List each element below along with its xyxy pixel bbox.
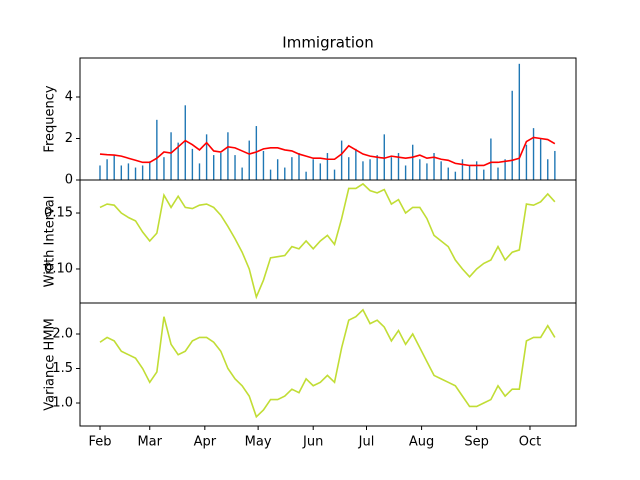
- line: [99, 182, 556, 300]
- bar: [376, 155, 378, 180]
- bar: [390, 157, 393, 180]
- bar: [213, 155, 215, 180]
- bar: [518, 63, 521, 180]
- bar: [497, 167, 499, 180]
- bar: [319, 163, 322, 180]
- x-tick-label: Apr: [194, 435, 217, 450]
- bar: [220, 153, 222, 180]
- bar: [184, 105, 186, 180]
- bar: [539, 138, 542, 180]
- bar: [241, 167, 243, 180]
- y-tick-label: 0.15: [44, 206, 73, 221]
- bar: [248, 140, 250, 180]
- bar: [362, 161, 364, 180]
- bar: [127, 163, 130, 180]
- y-tick-label: 4: [65, 90, 73, 105]
- bar: [198, 163, 201, 180]
- bar: [333, 169, 336, 180]
- bar: [440, 161, 442, 180]
- bar: [483, 169, 485, 180]
- bar: [134, 167, 137, 180]
- bar: [269, 169, 272, 180]
- bar: [156, 119, 158, 180]
- line: [99, 136, 556, 167]
- y-tick-label: 1.5: [52, 361, 73, 376]
- bar: [177, 142, 179, 180]
- bar: [298, 153, 300, 180]
- bar: [547, 159, 549, 180]
- y-axis-label: Variance HMM: [43, 318, 58, 411]
- y-axis-label: Width Interval: [43, 196, 58, 288]
- bar: [262, 150, 265, 180]
- x-tick-label: Sep: [464, 435, 489, 450]
- bar: [284, 167, 286, 180]
- bar: [348, 157, 350, 180]
- x-tick-label: Oct: [519, 435, 541, 450]
- y-tick-label: 0.10: [44, 261, 73, 276]
- chart-title: Immigration: [282, 34, 373, 52]
- bar: [468, 165, 471, 180]
- x-tick-label: Mar: [137, 435, 162, 450]
- bar: [120, 165, 123, 180]
- bar: [490, 138, 492, 180]
- bar: [532, 128, 535, 180]
- bar: [475, 161, 478, 180]
- bar: [554, 150, 556, 180]
- bar: [106, 159, 108, 180]
- line: [99, 308, 556, 419]
- bar: [511, 90, 513, 180]
- x-tick-label: Aug: [409, 435, 434, 450]
- bar: [312, 159, 314, 180]
- bar: [305, 171, 307, 180]
- bar: [355, 148, 357, 180]
- bar: [291, 157, 293, 180]
- x-tick-label: Jun: [302, 435, 323, 450]
- bar: [227, 132, 229, 180]
- bar: [255, 126, 258, 180]
- bar: [163, 157, 165, 180]
- bar: [170, 132, 172, 180]
- bar: [397, 153, 400, 180]
- x-tick-label: Jul: [358, 435, 375, 450]
- bar: [433, 153, 435, 180]
- bar: [276, 159, 279, 180]
- bar: [234, 155, 236, 180]
- y-tick-label: 2.0: [52, 326, 73, 341]
- bar: [326, 153, 329, 180]
- panel-frame: [79, 302, 577, 427]
- x-tick-label: Feb: [88, 435, 111, 450]
- bar: [419, 159, 421, 180]
- bar: [340, 140, 343, 180]
- bar: [113, 155, 115, 180]
- bar: [141, 165, 144, 180]
- bar: [99, 165, 101, 180]
- y-tick-label: 0: [65, 173, 73, 188]
- bar: [369, 159, 371, 180]
- x-tick-label: May: [245, 435, 272, 450]
- bar: [191, 148, 194, 180]
- bar: [461, 159, 464, 180]
- bar: [454, 171, 457, 180]
- y-tick-label: 1.0: [52, 396, 73, 411]
- bar: [525, 144, 528, 180]
- bar: [426, 163, 428, 180]
- bar: [447, 167, 449, 180]
- bar: [404, 165, 407, 180]
- bar: [412, 144, 414, 180]
- bar: [504, 159, 506, 180]
- bar: [205, 134, 208, 180]
- bar: [149, 161, 151, 180]
- bar: [383, 134, 385, 180]
- y-axis-label: Frequency: [43, 85, 58, 152]
- y-tick-label: 2: [65, 131, 73, 146]
